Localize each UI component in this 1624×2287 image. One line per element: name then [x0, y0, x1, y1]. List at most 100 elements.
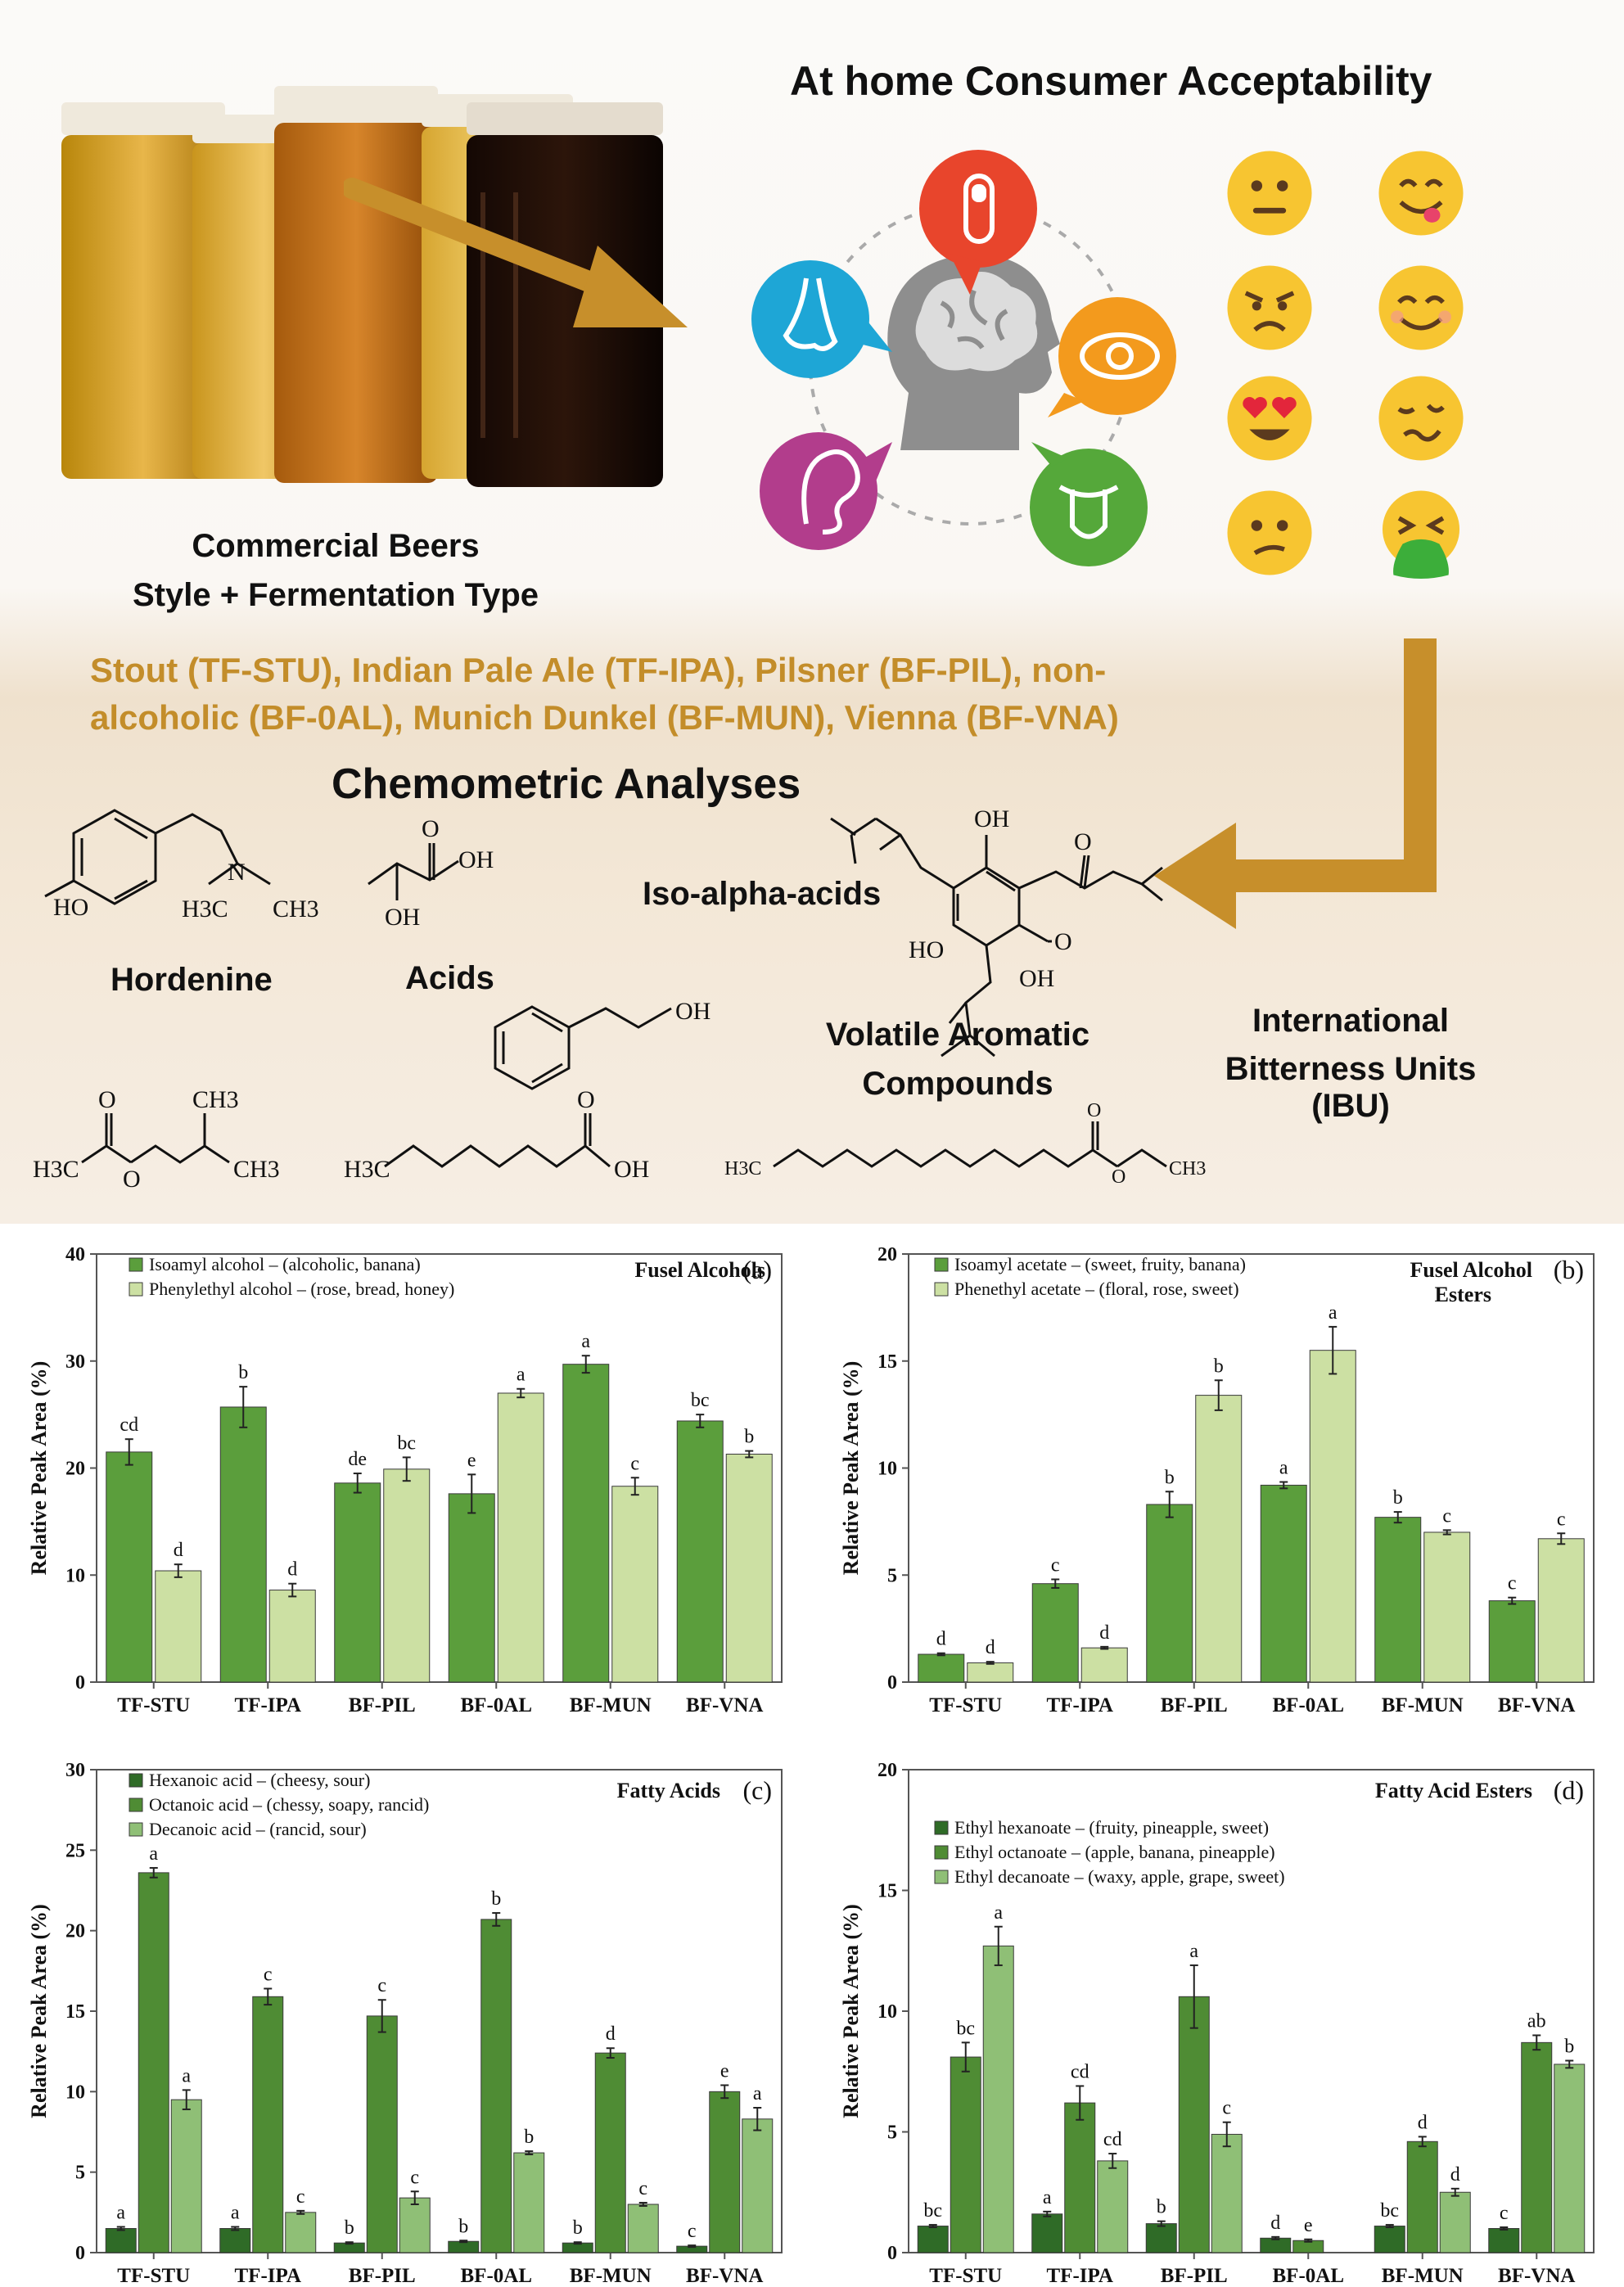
significance-label: c	[638, 2178, 647, 2199]
significance-label: ab	[1527, 2011, 1546, 2032]
bar	[1406, 2140, 1438, 2253]
hearing-icon	[760, 432, 892, 550]
significance-label: bc	[923, 2200, 942, 2222]
x-tick-label: TF-STU	[929, 2265, 1002, 2287]
legend-swatch	[129, 1257, 143, 1272]
angry-face-icon	[1227, 265, 1312, 350]
significance-label: c	[688, 2221, 697, 2242]
plot-area	[96, 1769, 783, 2253]
ester-ch3a-text: CH3	[192, 1086, 239, 1113]
x-tick-label: TF-IPA	[235, 2265, 301, 2287]
legend-label: Hexanoic acid – (cheesy, sour)	[149, 1770, 370, 1790]
legend-label: Isoamyl acetate – (sweet, fruity, banana…	[954, 1254, 1246, 1274]
styles-line2: alcoholic (BF-0AL), Munich Dunkel (BF-MU…	[90, 698, 1119, 737]
legend-label: Ethyl hexanoate – (fruity, pineapple, sw…	[954, 1817, 1269, 1838]
significance-label: d	[606, 2023, 616, 2045]
bar	[1374, 1517, 1422, 1683]
panel-label: (b)	[1554, 1255, 1584, 1284]
laurate-o1-text: O	[1087, 1100, 1101, 1121]
chart-title: Fatty Acids	[617, 1779, 720, 1802]
bar	[918, 1653, 965, 1683]
acid-oh-text: OH	[458, 846, 494, 873]
bar	[106, 1451, 153, 1683]
bar	[982, 1945, 1014, 2253]
x-tick-label: BF-PIL	[1161, 1694, 1228, 1716]
chart-title: Fusel Alcohol	[1410, 1258, 1532, 1282]
significance-label: cd	[120, 1414, 138, 1436]
bar	[917, 2226, 949, 2253]
legend-label: Phenethyl acetate – (floral, rose, sweet…	[954, 1279, 1239, 1299]
x-tick-label: BF-MUN	[1382, 1694, 1464, 1716]
y-tick-label: 40	[65, 1244, 85, 1265]
significance-label: a	[231, 2203, 240, 2224]
significance-label: d	[1418, 2112, 1428, 2133]
hordenine-n-text: N	[228, 859, 246, 886]
bar	[1080, 1647, 1128, 1683]
x-tick-label: BF-MUN	[570, 2265, 652, 2287]
significance-label: c	[1557, 1509, 1566, 1530]
significance-label: c	[377, 1975, 386, 1996]
significance-label: c	[264, 1964, 273, 1985]
senses-wheel	[751, 150, 1176, 566]
bar	[219, 2228, 251, 2253]
bar	[709, 2091, 741, 2253]
x-tick-label: BF-PIL	[349, 2265, 416, 2287]
y-axis-label: Relative Peak Area (%)	[839, 1361, 863, 1576]
significance-label: a	[149, 1843, 158, 1865]
bar	[1309, 1350, 1356, 1683]
y-tick-label: 0	[887, 2243, 897, 2264]
significance-label: d	[1270, 2213, 1280, 2234]
y-axis-label: Relative Peak Area (%)	[839, 1904, 863, 2118]
legend-swatch	[129, 1822, 143, 1837]
styles-line1: Stout (TF-STU), Indian Pale Ale (TF-IPA)…	[90, 651, 1107, 689]
bar	[1064, 2102, 1096, 2253]
legend-label: Phenylethyl alcohol – (rose, bread, hone…	[149, 1279, 454, 1299]
y-tick-label: 5	[887, 1565, 897, 1586]
significance-label: a	[581, 1331, 590, 1352]
plot-area	[96, 1253, 783, 1683]
bar	[611, 1486, 659, 1683]
chart-c: 0 5 10 15 20 25 30 Relative Peak Area (%) TF-STU…	[27, 1760, 783, 2287]
bar	[138, 1872, 169, 2253]
significance-label: c	[1508, 1573, 1517, 1595]
legend-swatch	[934, 1257, 949, 1272]
x-tick-label: BF-0AL	[1273, 1694, 1345, 1716]
significance-label: b	[1393, 1487, 1403, 1509]
legend-label: Octanoic acid – (chessy, soapy, rancid)	[149, 1794, 429, 1815]
bar	[1211, 2133, 1243, 2253]
iso-oh2-text: OH	[1019, 965, 1054, 992]
significance-label: c	[630, 1453, 639, 1474]
bar	[742, 2118, 774, 2253]
acid-o-text: O	[422, 815, 440, 842]
ibu-label-line2: Bitterness Units (IBU)	[1225, 1051, 1477, 1124]
bar	[1537, 1538, 1585, 1683]
bar	[1195, 1395, 1243, 1683]
beer-caption-line2: Style + Fermentation Type	[132, 577, 539, 613]
significance-label: b	[1214, 1356, 1224, 1377]
laurate-h3c-text: H3C	[724, 1158, 761, 1180]
touch-icon	[919, 150, 1037, 295]
bar	[676, 1420, 724, 1683]
x-tick-label: TF-IPA	[1047, 2265, 1113, 2287]
bar	[950, 2056, 981, 2253]
chart-title: Fatty Acid Esters	[1375, 1779, 1532, 1802]
significance-label: b	[524, 2127, 534, 2148]
y-tick-label: 10	[877, 2001, 897, 2023]
ester-o2-text: O	[123, 1166, 141, 1193]
legend-label: Ethyl octanoate – (apple, banana, pineap…	[954, 1842, 1275, 1862]
y-tick-label: 15	[877, 1881, 897, 1902]
significance-label: bc	[691, 1390, 710, 1411]
bar	[1178, 1996, 1210, 2253]
significance-label: d	[1450, 2164, 1460, 2186]
bar	[1097, 2160, 1129, 2253]
hordenine-ho-text: HO	[53, 894, 88, 921]
bar	[366, 2015, 398, 2253]
y-tick-label: 20	[877, 1244, 897, 1265]
hordenine-ch3-text: CH3	[273, 895, 319, 922]
significance-label: c	[1442, 1505, 1451, 1527]
significance-label: b	[238, 1362, 248, 1383]
significance-label: b	[1564, 2036, 1574, 2057]
significance-label: e	[720, 2060, 729, 2082]
bar	[725, 1454, 773, 1683]
significance-label: b	[573, 2217, 583, 2239]
